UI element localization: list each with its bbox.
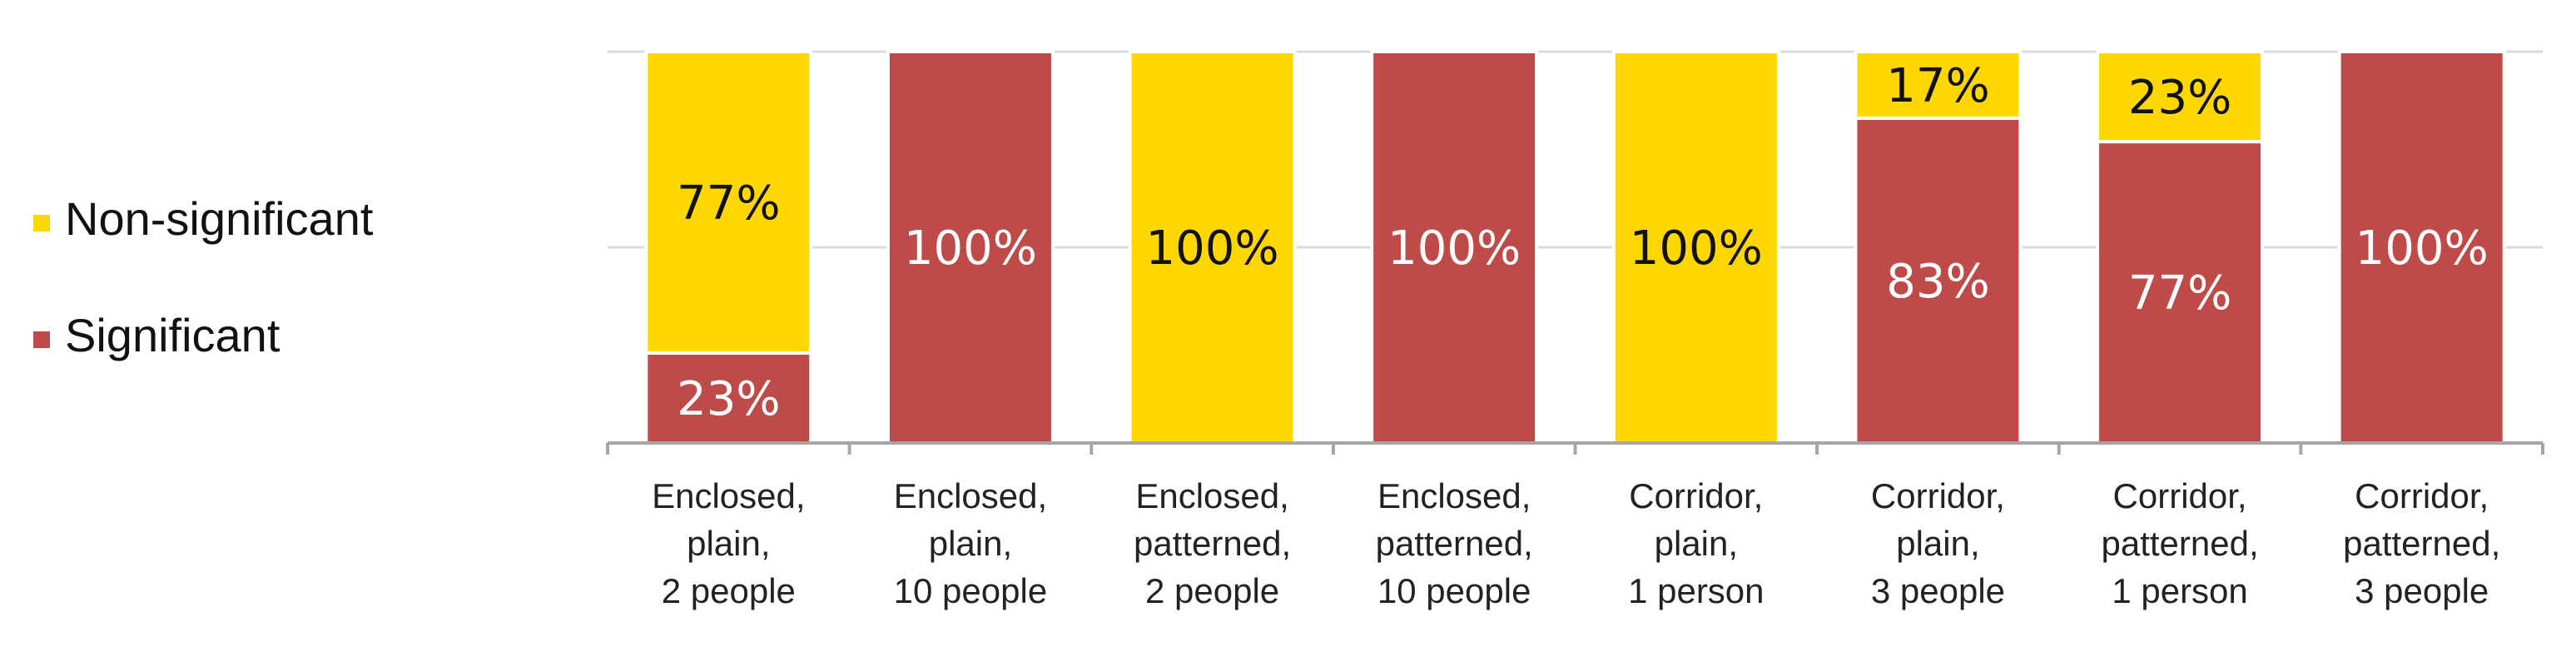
legend-label: Significant — [65, 309, 280, 361]
legend-swatch — [33, 215, 50, 231]
category-label-line: 3 people — [1871, 571, 2005, 610]
category-label-line: 3 people — [2355, 571, 2489, 610]
category-label-line: plain, — [687, 524, 770, 563]
category-label-line: Corridor, — [2113, 476, 2247, 515]
bar-segment-significant — [886, 50, 1055, 445]
bar-segment-non-significant — [1128, 50, 1297, 445]
category-label: Corridor, patterned, 1 person — [2101, 476, 2258, 610]
bar-segment-non-significant — [2096, 50, 2265, 144]
category-label-line: patterned, — [2101, 524, 2258, 563]
category-label-line: 1 person — [1628, 571, 1764, 610]
bar-segment-significant — [2337, 50, 2506, 445]
category-label-line: Enclosed, — [894, 476, 1047, 515]
category-label-line: Corridor, — [2355, 476, 2489, 515]
category-label-line: plain, — [1655, 524, 1738, 563]
category-label-line: Enclosed, — [1377, 476, 1531, 515]
data-label: 100% — [904, 221, 1037, 276]
category-label-line: Enclosed, — [1135, 476, 1288, 515]
category-label: Corridor, plain, 1 person — [1628, 476, 1764, 610]
bar-segment-significant — [644, 351, 813, 445]
data-label: 100% — [1630, 221, 1763, 276]
category-label: Enclosed, patterned, 10 people — [1376, 476, 1533, 610]
category-labels: Enclosed, plain, 2 people Enclosed, plain, 10… — [652, 476, 2500, 610]
category-label: Enclosed, plain, 2 people — [652, 476, 805, 610]
data-label: 23% — [677, 372, 780, 426]
bar-segment-non-significant — [644, 50, 813, 355]
category-label-line: 10 people — [1377, 571, 1531, 610]
legend-label: Non-significant — [65, 192, 374, 245]
category-label-line: Enclosed, — [652, 476, 805, 515]
category-label: Enclosed, plain, 10 people — [894, 476, 1048, 610]
data-label: 100% — [1387, 221, 1521, 276]
category-label-line: 2 people — [662, 571, 796, 610]
data-label: 83% — [1886, 255, 1989, 309]
data-label: 23% — [2128, 71, 2231, 125]
category-label-line: 10 people — [894, 571, 1048, 610]
category-label: Corridor, plain, 3 people — [1871, 476, 2005, 610]
data-label: 17% — [1886, 59, 1989, 113]
data-labels: 23% 77% 100% 100% 100% 100% 83% 17% 77% 23% 100% — [677, 59, 2489, 426]
x-axis — [606, 441, 2544, 455]
legend: Non-significant Significant — [33, 192, 374, 361]
bar-segment-non-significant — [1611, 50, 1780, 445]
data-label: 77% — [677, 177, 780, 231]
category-label-line: plain, — [1896, 524, 1979, 563]
category-label-line: Corridor, — [1871, 476, 2005, 515]
category-label-line: patterned, — [1134, 524, 1291, 563]
data-label: 100% — [2355, 221, 2489, 276]
data-label: 100% — [1146, 221, 1279, 276]
category-label: Corridor, patterned, 3 people — [2343, 476, 2500, 610]
bar-segment-non-significant — [1854, 50, 2023, 120]
bars — [644, 50, 2506, 445]
bar-segment-significant — [1854, 116, 2023, 445]
category-label-line: 2 people — [1145, 571, 1279, 610]
category-label-line: Corridor, — [1629, 476, 1763, 515]
category-label-line: plain, — [929, 524, 1012, 563]
category-label-line: patterned, — [2343, 524, 2500, 563]
data-label: 77% — [2128, 266, 2231, 321]
bar-segment-significant — [1370, 50, 1539, 445]
category-label: Enclosed, patterned, 2 people — [1134, 476, 1291, 610]
legend-swatch — [33, 331, 50, 348]
category-label-line: 1 person — [2112, 571, 2247, 610]
category-label-line: patterned, — [1376, 524, 1533, 563]
